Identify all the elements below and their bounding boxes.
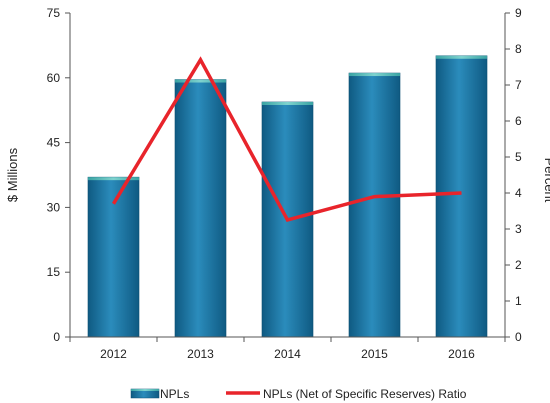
- x-ticks-layer: 2012 2013 2014 2015 2016: [69, 337, 506, 361]
- y2-axis-title: Percent: [542, 158, 550, 203]
- right-tick-label: 2: [515, 258, 522, 272]
- right-tick-label: 8: [515, 42, 522, 56]
- x-tick-label: 2015: [361, 347, 388, 361]
- bar-cap-2014: [262, 101, 313, 105]
- line-layer: [112, 56, 462, 223]
- x-tick-label: 2012: [100, 347, 127, 361]
- bar-cap-2015: [349, 73, 400, 77]
- left-tick-label: 0: [53, 330, 60, 344]
- right-tick-label: 7: [515, 78, 522, 92]
- bar-cap-2016: [436, 55, 487, 59]
- bar-cap-2012: [88, 177, 139, 181]
- bar-2013: [174, 79, 227, 338]
- right-tick-label: 6: [515, 114, 522, 128]
- x-tick-label: 2014: [274, 347, 301, 361]
- left-tick-label: 15: [47, 265, 61, 279]
- right-tick-label: 4: [515, 186, 522, 200]
- legend-label-ratio: NPLs (Net of Specific Reserves) Ratio: [263, 387, 467, 401]
- right-tick-label: 0: [515, 330, 522, 344]
- right-ticks-layer: 0 1 2 3 4 5 6 7 8 9: [505, 6, 522, 344]
- bar-cap-2013: [175, 79, 226, 83]
- right-tick-label: 5: [515, 150, 522, 164]
- left-tick-label: 45: [47, 136, 61, 150]
- legend: NPLs NPLs (Net of Specific Reserves) Rat…: [130, 387, 467, 401]
- left-tick-label: 60: [47, 71, 61, 85]
- y-axis-title: $ Millions: [5, 147, 20, 202]
- left-tick-label: 75: [47, 6, 61, 20]
- x-tick-label: 2016: [448, 347, 475, 361]
- right-tick-label: 3: [515, 222, 522, 236]
- legend-swatch-npls-top: [131, 389, 159, 391]
- bar-2016: [435, 55, 488, 338]
- right-tick-label: 1: [515, 294, 522, 308]
- bar-2015: [348, 72, 401, 338]
- right-tick-label: 9: [515, 6, 522, 20]
- bars-layer: [87, 55, 488, 338]
- left-tick-label: 30: [47, 200, 61, 214]
- left-ticks-layer: 0 15 30 45 60 75: [47, 6, 70, 344]
- legend-label-npls: NPLs: [160, 387, 189, 401]
- x-tick-label: 2013: [187, 347, 214, 361]
